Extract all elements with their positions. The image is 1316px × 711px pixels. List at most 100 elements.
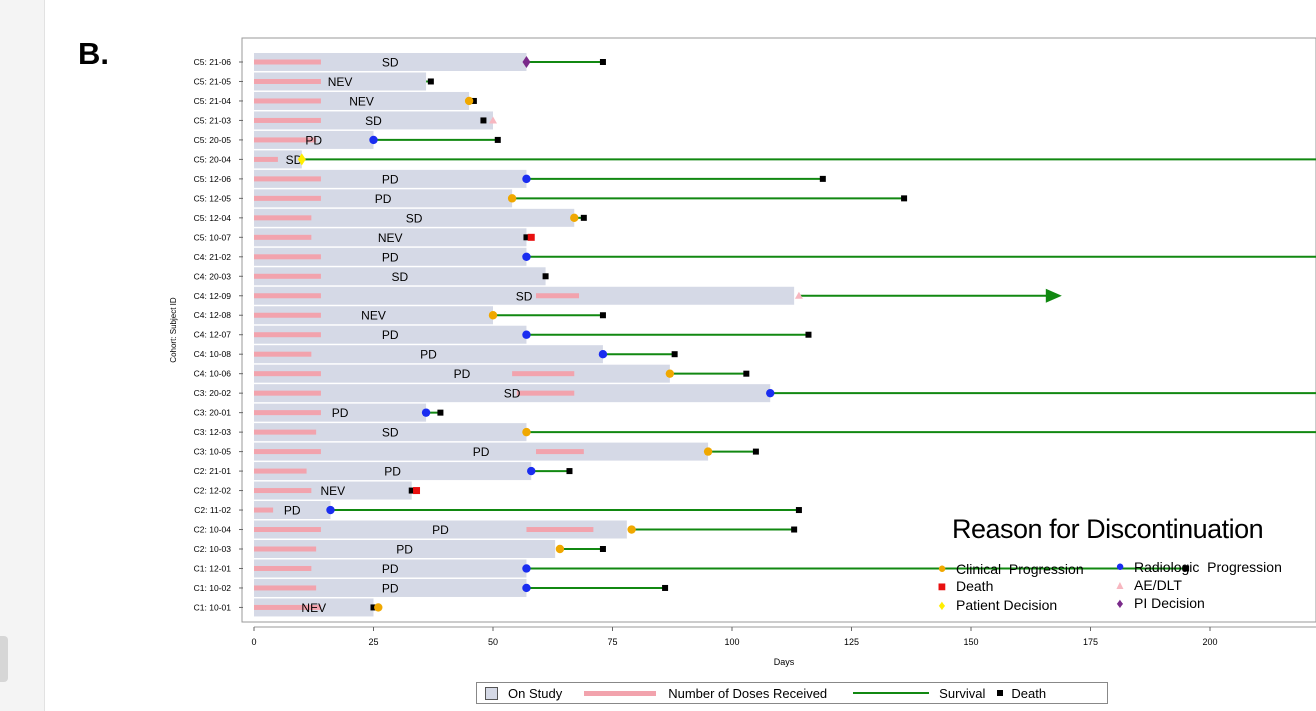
x-axis-title: Days (774, 657, 795, 667)
response-label: PD (305, 133, 322, 147)
clinical-progression-marker (627, 525, 636, 534)
subject-id-label: C1: 10-01 (194, 602, 232, 612)
death-marker (470, 97, 477, 104)
on-study-bar (254, 208, 575, 227)
legend-item-pi-decision: ♦ PI Decision (1112, 595, 1204, 611)
subject-id-label: C4: 10-08 (194, 349, 232, 359)
death-marker (743, 370, 750, 377)
subject-id-label: C5: 10-07 (194, 232, 232, 242)
legend-death: Death (997, 686, 1046, 701)
response-label: PD (382, 562, 399, 576)
response-label: NEV (301, 601, 326, 615)
doses-segment (254, 371, 321, 377)
doses-segment (254, 332, 321, 338)
subject-id-label: C5: 21-05 (194, 76, 232, 86)
death-marker (566, 468, 573, 475)
legend-death-label: Death (1011, 685, 1047, 701)
response-label: SD (391, 270, 408, 284)
radiologic-progression-marker (522, 583, 531, 593)
doses-segment (516, 390, 575, 396)
discontinuation-legend: Reason for Discontinuation ● Clinical Pr… (920, 514, 1310, 624)
doses-segment (254, 234, 312, 240)
doses-segment (254, 195, 321, 201)
subject-id-label: C5: 21-03 (194, 115, 232, 125)
patient-decision-icon: ♦ (938, 597, 946, 613)
death-reason-marker (527, 233, 535, 241)
x-tick-label: 75 (607, 637, 617, 647)
subject-id-label: C4: 12-08 (194, 310, 232, 320)
on-study-bar (254, 442, 709, 461)
doses-segment (254, 176, 321, 182)
death-marker (370, 604, 377, 611)
doses-segment (536, 293, 580, 299)
response-label: NEV (328, 75, 353, 89)
death-marker (662, 584, 669, 591)
subject-id-label: C3: 20-02 (194, 388, 232, 398)
death-marker (795, 507, 802, 514)
response-label: PD (420, 348, 437, 362)
on-study-bar (254, 345, 603, 364)
doses-segment (254, 117, 321, 123)
doses-segment (254, 449, 321, 455)
pi-decision-icon: ♦ (1116, 595, 1124, 611)
subject-id-label: C5: 21-04 (194, 96, 232, 106)
subject-id-label: C4: 20-03 (194, 271, 232, 281)
doses-segment (254, 527, 321, 533)
legend-label: Clinical Progression (956, 560, 1084, 577)
death-marker (542, 273, 549, 280)
death-marker (599, 546, 606, 552)
clinical-progression-icon: ● (937, 560, 947, 577)
on-study-bar (254, 423, 527, 442)
death-reason-marker (413, 487, 421, 495)
radiologic-progression-marker (527, 466, 536, 476)
doses-segment (254, 254, 321, 260)
response-label: SD (516, 289, 533, 303)
doses-segment (254, 604, 321, 610)
plot-frame (241, 37, 1316, 623)
legend-item-patient-decision: ♦ Patient Decision (934, 597, 1057, 613)
response-label: SD (382, 56, 399, 70)
left-scroll-handle (0, 636, 8, 682)
doses-segment (254, 78, 321, 84)
x-tick-label: 100 (724, 637, 739, 647)
death-swatch (997, 690, 1004, 696)
subject-id-label: C3: 12-03 (194, 427, 232, 437)
response-label: PD (396, 543, 413, 557)
death-marker (408, 487, 415, 494)
response-label: PD (473, 445, 490, 459)
on-study-bar (254, 364, 670, 383)
on-study-bar (254, 286, 795, 305)
on-study-bar (254, 501, 331, 520)
on-study-bar (254, 53, 527, 71)
subject-id-label: C2: 12-02 (194, 486, 232, 496)
ae-dlt-icon: ▲ (1114, 578, 1126, 592)
x-tick-label: 200 (1202, 637, 1217, 647)
doses-segment (512, 371, 575, 377)
clinical-progression-marker (488, 311, 498, 320)
response-label: PD (454, 367, 471, 381)
clinical-progression-marker (507, 194, 517, 203)
radiologic-progression-marker (326, 505, 335, 515)
subject-id-label: C1: 12-01 (194, 563, 232, 573)
response-label: NEV (361, 309, 386, 323)
doses-swatch (584, 690, 657, 696)
response-label: PD (432, 523, 449, 537)
radiologic-progression-marker (421, 408, 431, 417)
patient-decision-marker (297, 153, 306, 166)
clinical-progression-marker (570, 213, 579, 223)
response-label: SD (365, 114, 382, 128)
on-study-bar (254, 325, 527, 344)
clinical-progression-marker (522, 427, 531, 437)
doses-segment (254, 585, 317, 591)
radiologic-progression-marker (369, 135, 378, 145)
doses-segment (254, 215, 312, 221)
on-study-bar (254, 384, 771, 403)
radiologic-progression-marker (522, 564, 531, 573)
subject-id-label: C2: 10-04 (194, 525, 232, 535)
on-study-bar (254, 559, 527, 578)
subject-id-label: C5: 12-04 (194, 213, 232, 223)
death-marker (791, 526, 798, 533)
legend-on-study: On Study (485, 686, 562, 701)
radiologic-progression-marker (522, 174, 531, 184)
